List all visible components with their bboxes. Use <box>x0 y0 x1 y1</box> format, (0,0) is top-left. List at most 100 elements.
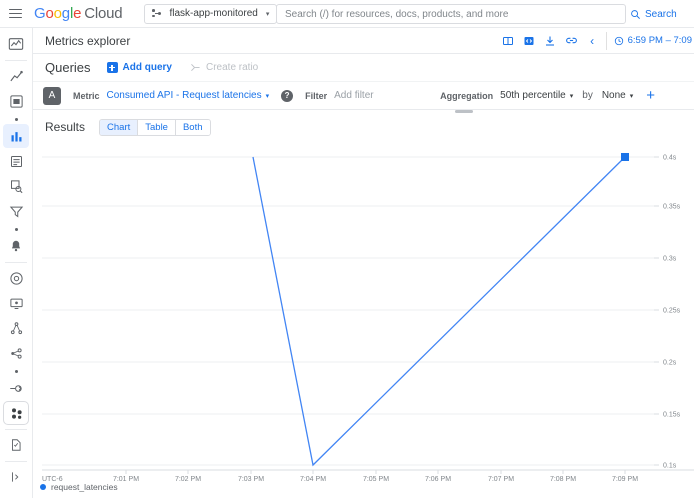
left-nav-rail <box>0 28 33 498</box>
view-toggle-group: Chart Table Both <box>99 118 211 136</box>
sidebar-item-logs[interactable] <box>3 149 29 173</box>
filter-input[interactable] <box>334 86 419 105</box>
query-badge-a[interactable]: A <box>43 86 61 105</box>
sidebar-item-synthetic-monitor[interactable] <box>3 291 29 315</box>
x-tick-label: 7:07 PM <box>488 476 514 483</box>
y-tick-label: 0.15s <box>663 412 681 419</box>
charts-icon <box>11 131 21 141</box>
x-tick-label: 7:04 PM <box>300 476 326 483</box>
metric-selector[interactable]: Consumed API - Request latencies ▾ <box>107 90 270 101</box>
tab-chart[interactable]: Chart <box>100 119 139 135</box>
chart-panel: 0.4s 0.35s 0.3s 0.25s 0.2s 0.15s 0.1s <box>33 140 694 498</box>
plot-area <box>42 140 654 470</box>
time-range-label: 6:59 PM – 7:09 <box>627 35 692 46</box>
filter-label: Filter <box>305 90 328 101</box>
group-by-value: None <box>601 90 626 101</box>
results-row: Results Chart Table Both <box>33 114 694 140</box>
y-tick-label: 0.25s <box>663 308 681 315</box>
x-tick-label: 7:08 PM <box>550 476 576 483</box>
sidebar-item-monitoring-overview[interactable] <box>3 32 29 56</box>
sidebar-item-service-share[interactable] <box>3 341 29 365</box>
sidebar-item-charts[interactable] <box>3 124 29 148</box>
logo-letter: g <box>61 5 70 22</box>
add-query-button[interactable]: Add query <box>106 62 172 73</box>
monitoring-overview-icon <box>8 38 24 50</box>
download-button[interactable] <box>540 30 561 51</box>
sidebar-item-alerting[interactable] <box>3 234 29 258</box>
sidebar-item-groups[interactable] <box>3 401 29 425</box>
series-endpoint-marker[interactable] <box>621 153 629 161</box>
project-selector[interactable]: flask-app-monitored ▾ <box>144 3 278 24</box>
header-actions: ‹ 6:59 PM – 7:09 <box>498 30 694 51</box>
trace-icon <box>9 384 22 392</box>
chevron-left-icon: ‹ <box>590 33 595 48</box>
chevron-down-icon: ▾ <box>265 92 270 100</box>
uptime-checks-icon <box>9 271 23 285</box>
timezone-label: UTC-6 <box>42 476 63 483</box>
global-search-box[interactable] <box>276 4 626 24</box>
sidebar-item-metrics-explorer[interactable] <box>3 64 29 88</box>
create-ratio-label: Create ratio <box>205 62 259 73</box>
sidebar-item-trace[interactable] <box>3 376 29 400</box>
sidebar-item-log-search[interactable] <box>3 174 29 198</box>
logo-letter: G <box>34 5 46 22</box>
group-by-selector[interactable]: None ▾ <box>602 90 633 101</box>
legend-series-label: request_latencies <box>51 482 118 492</box>
sidebar-item-report[interactable] <box>3 433 29 457</box>
sidebar-item-uptime-checks[interactable] <box>3 266 29 290</box>
y-tick-label: 0.2s <box>663 360 677 367</box>
ratio-icon <box>191 64 200 71</box>
aggregation-selector[interactable]: 50th percentile ▾ <box>500 90 573 101</box>
queries-heading: Queries <box>45 60 91 75</box>
time-range-previous-button[interactable]: ‹ <box>582 30 603 51</box>
add-query-label: Add query <box>122 62 172 73</box>
chevron-down-icon: ▾ <box>629 92 634 100</box>
search-input[interactable] <box>285 8 617 20</box>
code-button[interactable] <box>519 30 540 51</box>
sidebar-item-expand-panel[interactable] <box>3 465 29 489</box>
chart-legend[interactable]: request_latencies <box>40 482 118 492</box>
help-icon[interactable]: ? <box>281 89 294 102</box>
x-tick-label: 7:02 PM <box>175 476 201 483</box>
add-aggregation-button[interactable]: + <box>646 87 656 104</box>
rail-dot <box>3 114 29 124</box>
tab-table[interactable]: Table <box>138 119 176 135</box>
sidebar-item-dashboards[interactable] <box>3 89 29 113</box>
code-icon <box>524 36 534 45</box>
tab-both[interactable]: Both <box>175 119 210 135</box>
dashboards-icon <box>9 94 23 108</box>
sidebar-item-service-graph[interactable] <box>3 316 29 340</box>
log-search-icon <box>10 179 23 193</box>
groups-icon <box>11 407 22 419</box>
project-icon <box>152 8 163 19</box>
panel-resize-handle[interactable] <box>455 110 473 113</box>
x-tick-label: 7:09 PM <box>612 476 638 483</box>
x-axis: UTC-6 7:01 PM 7:02 PM 7:03 PM 7:04 PM 7:… <box>42 470 638 483</box>
rail-divider <box>5 262 27 263</box>
service-graph-icon <box>10 321 22 334</box>
google-cloud-logo[interactable]: Google Cloud <box>34 5 123 22</box>
series-request-latencies-line <box>252 156 626 467</box>
search-icon <box>631 9 640 19</box>
y-tick-label: 0.4s <box>663 155 677 162</box>
menu-hamburger-icon[interactable] <box>0 8 30 19</box>
search-button-label: Search <box>645 8 677 20</box>
share-link-icon <box>565 37 577 44</box>
share-link-button[interactable] <box>561 30 582 51</box>
docs-button[interactable] <box>498 30 519 51</box>
latency-line-chart[interactable]: 0.4s 0.35s 0.3s 0.25s 0.2s 0.15s 0.1s <box>33 140 694 498</box>
sidebar-item-filter[interactable] <box>3 199 29 223</box>
synthetic-monitor-icon <box>9 298 23 309</box>
create-ratio-button[interactable]: Create ratio <box>190 62 258 73</box>
by-label: by <box>582 90 593 101</box>
clock-icon <box>614 36 623 45</box>
project-name: flask-app-monitored <box>169 8 258 19</box>
expand-panel-icon <box>12 472 19 482</box>
aggregation-value: 50th percentile <box>500 90 566 101</box>
docs-book-icon <box>503 36 514 45</box>
search-button[interactable]: Search <box>630 4 677 24</box>
report-icon <box>12 439 21 451</box>
time-range-selector[interactable]: 6:59 PM – 7:09 <box>605 31 692 50</box>
download-icon <box>546 36 555 46</box>
